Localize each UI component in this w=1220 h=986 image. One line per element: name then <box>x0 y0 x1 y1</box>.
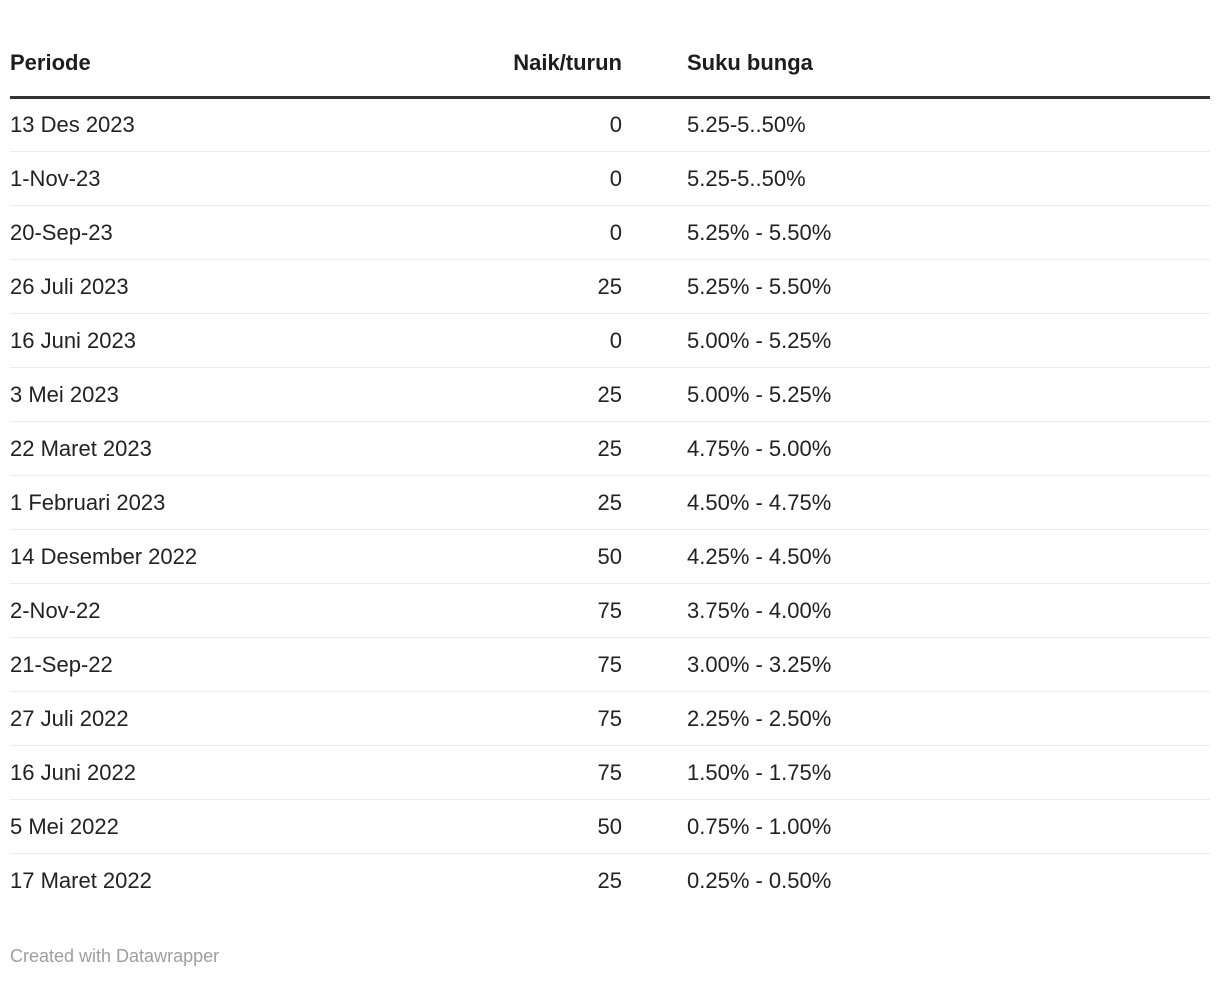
cell-periode: 14 Desember 2022 <box>10 529 410 584</box>
cell-suku-bunga: 5.25-5..50% <box>622 151 1210 206</box>
column-header-naik-turun: Naik/turun <box>410 0 622 99</box>
cell-naik-turun: 75 <box>410 637 622 692</box>
cell-naik-turun: 25 <box>410 475 622 530</box>
cell-suku-bunga: 0.75% - 1.00% <box>622 799 1210 854</box>
cell-suku-bunga: 4.50% - 4.75% <box>622 475 1210 530</box>
table-row: 26 Juli 2023 25 5.25% - 5.50% <box>10 259 1210 314</box>
table-row: 1 Februari 2023 25 4.50% - 4.75% <box>10 475 1210 530</box>
cell-periode: 2-Nov-22 <box>10 583 410 638</box>
cell-periode: 16 Juni 2023 <box>10 313 410 368</box>
cell-naik-turun: 25 <box>410 421 622 476</box>
table-row: 3 Mei 2023 25 5.00% - 5.25% <box>10 367 1210 422</box>
table-row: 16 Juni 2022 75 1.50% - 1.75% <box>10 745 1210 800</box>
cell-naik-turun: 50 <box>410 799 622 854</box>
cell-suku-bunga: 3.00% - 3.25% <box>622 637 1210 692</box>
cell-periode: 1 Februari 2023 <box>10 475 410 530</box>
table-row: 1-Nov-23 0 5.25-5..50% <box>10 151 1210 206</box>
cell-suku-bunga: 5.25% - 5.50% <box>622 259 1210 314</box>
cell-suku-bunga: 4.25% - 4.50% <box>622 529 1210 584</box>
header-row: Periode Naik/turun Suku bunga <box>10 0 1210 99</box>
cell-naik-turun: 0 <box>410 97 622 152</box>
attribution: Created with Datawrapper <box>0 944 1220 968</box>
cell-periode: 16 Juni 2022 <box>10 745 410 800</box>
table-container: Periode Naik/turun Suku bunga 13 Des 202… <box>10 0 1210 908</box>
table-row: 2-Nov-22 75 3.75% - 4.00% <box>10 583 1210 638</box>
cell-suku-bunga: 5.00% - 5.25% <box>622 313 1210 368</box>
table-row: 16 Juni 2023 0 5.00% - 5.25% <box>10 313 1210 368</box>
cell-naik-turun: 0 <box>410 313 622 368</box>
cell-suku-bunga: 3.75% - 4.00% <box>622 583 1210 638</box>
table-header: Periode Naik/turun Suku bunga <box>10 0 1210 99</box>
cell-suku-bunga: 5.00% - 5.25% <box>622 367 1210 422</box>
table-row: 20-Sep-23 0 5.25% - 5.50% <box>10 205 1210 260</box>
cell-suku-bunga: 2.25% - 2.50% <box>622 691 1210 746</box>
cell-periode: 5 Mei 2022 <box>10 799 410 854</box>
cell-naik-turun: 75 <box>410 583 622 638</box>
column-header-suku-bunga: Suku bunga <box>622 0 1210 99</box>
rates-table: Periode Naik/turun Suku bunga 13 Des 202… <box>10 0 1210 908</box>
cell-naik-turun: 0 <box>410 151 622 206</box>
table-row: 14 Desember 2022 50 4.25% - 4.50% <box>10 529 1210 584</box>
cell-periode: 20-Sep-23 <box>10 205 410 260</box>
cell-naik-turun: 75 <box>410 745 622 800</box>
table-row: 5 Mei 2022 50 0.75% - 1.00% <box>10 799 1210 854</box>
cell-periode: 17 Maret 2022 <box>10 867 152 893</box>
cell-suku-bunga: 5.25-5..50% <box>622 97 1210 152</box>
cell-naik-turun: 25 <box>410 367 622 422</box>
table-body: 13 Des 2023 0 5.25-5..50% 1-Nov-23 0 5.25-5..… <box>10 97 1210 908</box>
cell-suku-bunga: 0.25% - 0.50% <box>687 867 832 893</box>
cell-suku-bunga: 5.25% - 5.50% <box>622 205 1210 260</box>
cell-periode: 13 Des 2023 <box>10 97 410 152</box>
table-row: 21-Sep-22 75 3.00% - 3.25% <box>10 637 1210 692</box>
cell-periode: 1-Nov-23 <box>10 151 410 206</box>
cell-periode: 22 Maret 2023 <box>10 421 410 476</box>
table-row: 22 Maret 2023 25 4.75% - 5.00% <box>10 421 1210 476</box>
table-row: 17 Maret 2022 25 0.25% - 0.50% <box>10 854 1210 908</box>
table-row: 13 Des 2023 0 5.25-5..50% <box>10 97 1210 152</box>
column-header-periode: Periode <box>10 0 410 99</box>
cell-periode: 21-Sep-22 <box>10 637 410 692</box>
cell-suku-bunga: 1.50% - 1.75% <box>622 745 1210 800</box>
cell-naik-turun: 75 <box>410 691 622 746</box>
cell-suku-bunga: 4.75% - 5.00% <box>622 421 1210 476</box>
cell-periode: 26 Juli 2023 <box>10 259 410 314</box>
cell-naik-turun: 25 <box>597 867 622 893</box>
cell-naik-turun: 50 <box>410 529 622 584</box>
cell-naik-turun: 25 <box>410 259 622 314</box>
cell-naik-turun: 0 <box>410 205 622 260</box>
cell-periode: 27 Juli 2022 <box>10 691 410 746</box>
table-row: 27 Juli 2022 75 2.25% - 2.50% <box>10 691 1210 746</box>
datawrapper-attribution-link[interactable]: Created with Datawrapper <box>10 945 220 966</box>
cell-periode: 3 Mei 2023 <box>10 367 410 422</box>
